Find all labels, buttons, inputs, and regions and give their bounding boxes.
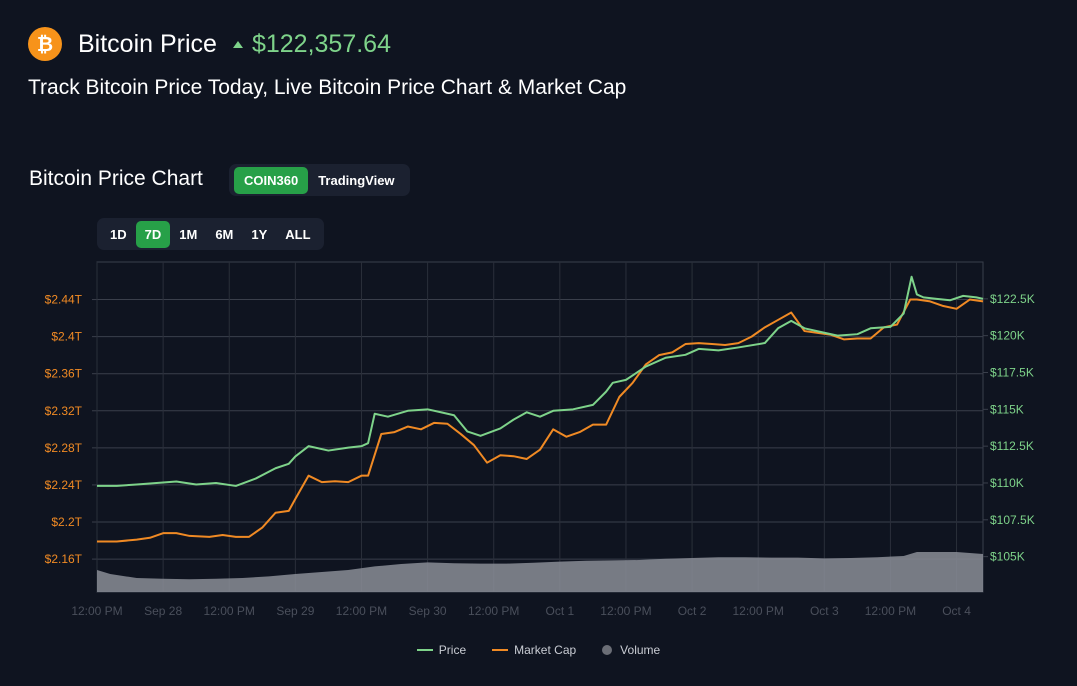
volume-area — [97, 552, 983, 592]
x-axis-tick-label: Sep 30 — [409, 604, 447, 618]
chart-source-toggle: COIN360 TradingView — [229, 164, 410, 196]
x-axis-tick-label: Oct 2 — [678, 604, 707, 618]
x-axis-tick-label: 12:00 PM — [336, 604, 387, 618]
x-axis-tick-label: 12:00 PM — [71, 604, 122, 618]
legend-price-label: Price — [438, 643, 467, 657]
right-axis-tick-label: $107.5K — [990, 513, 1035, 527]
legend-price-swatch — [416, 649, 433, 651]
right-axis-tick-label: $115K — [990, 402, 1024, 416]
right-axis-tick-label: $120K — [990, 329, 1025, 343]
source-coin360-button[interactable]: COIN360 — [234, 166, 309, 194]
range-1y-button[interactable]: 1Y — [251, 226, 268, 242]
x-axis-tick-label: Oct 1 — [545, 604, 574, 618]
source-tradingview-button[interactable]: TradingView — [318, 172, 395, 188]
x-axis-tick-label: 12:00 PM — [865, 604, 916, 618]
range-1d-button[interactable]: 1D — [110, 226, 127, 242]
page-subtitle: Track Bitcoin Price Today, Live Bitcoin … — [28, 76, 627, 99]
x-axis-tick-label: 12:00 PM — [733, 604, 784, 618]
left-axis-tick-label: $2.44T — [45, 293, 83, 307]
left-axis-tick-label: $2.32T — [45, 404, 83, 418]
left-axis-tick-label: $2.16T — [45, 552, 83, 566]
x-axis-tick-label: 12:00 PM — [600, 604, 651, 618]
range-1m-button[interactable]: 1M — [179, 226, 198, 242]
coin-header: ₿ Bitcoin Price $122,357.64 — [28, 27, 391, 61]
current-price: $122,357.64 — [251, 29, 391, 58]
x-axis-tick-label: 12:00 PM — [204, 604, 255, 618]
right-axis-tick-label: $110K — [990, 476, 1024, 490]
left-axis-tick-label: $2.4T — [51, 330, 82, 344]
x-axis-tick-label: Sep 29 — [276, 604, 314, 618]
right-axis-tick-label: $117.5K — [990, 365, 1034, 379]
range-all-button[interactable]: ALL — [285, 226, 311, 242]
time-range-selector: 1D 7D 1M 6M 1Y ALL — [97, 218, 324, 250]
chart-title: Bitcoin Price Chart — [29, 167, 203, 190]
left-axis-tick-label: $2.2T — [51, 515, 82, 529]
x-axis-tick-label: Oct 3 — [810, 604, 839, 618]
left-axis-tick-label: $2.24T — [45, 478, 83, 492]
legend-volume-swatch — [602, 645, 613, 655]
right-axis-tick-label: $112.5K — [990, 439, 1034, 453]
x-axis-tick-label: Oct 4 — [942, 604, 971, 618]
chart-legend: Price Market Cap Volume — [0, 643, 1077, 657]
legend-volume[interactable]: Volume — [602, 643, 660, 657]
legend-market-cap[interactable]: Market Cap — [492, 643, 576, 657]
price-up-icon — [232, 40, 243, 48]
bitcoin-icon: ₿ — [28, 27, 62, 61]
left-axis-tick-label: $2.28T — [45, 441, 83, 455]
plot-frame — [96, 261, 984, 593]
legend-market-cap-swatch — [492, 649, 509, 651]
right-axis-tick-label: $122.5K — [990, 292, 1035, 306]
x-axis-tick-label: 12:00 PM — [468, 604, 519, 618]
range-7d-button[interactable]: 7D — [135, 220, 171, 248]
coin-name: Bitcoin Price — [78, 29, 217, 58]
legend-volume-label: Volume — [620, 643, 661, 657]
price-chart[interactable]: $2.16T $2.2T $2.24T $2.28T $2.32T $2.36T $2.4T… — [0, 250, 1077, 630]
x-axis-tick-label: Sep 28 — [144, 604, 182, 618]
range-6m-button[interactable]: 6M — [215, 226, 234, 242]
right-axis-tick-label: $105K — [990, 550, 1025, 564]
market-cap-line — [97, 298, 984, 543]
price-line — [97, 275, 984, 487]
legend-price[interactable]: Price — [416, 643, 467, 657]
left-axis-tick-label: $2.36T — [45, 367, 83, 381]
legend-market-cap-label: Market Cap — [514, 643, 577, 657]
